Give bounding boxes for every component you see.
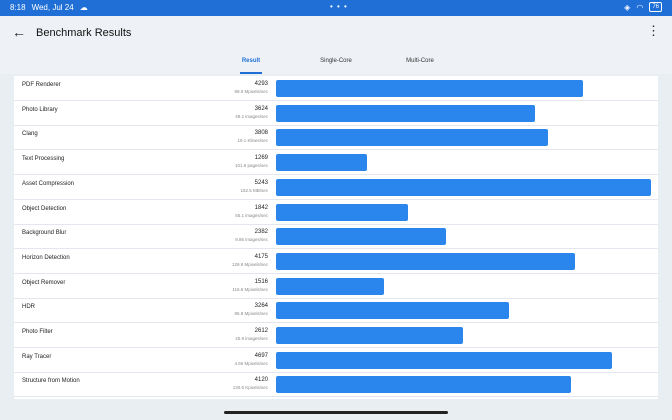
result-rate: 162.5 MB/sec xyxy=(240,187,268,193)
result-rate: 25.9 images/sec xyxy=(235,336,268,341)
result-name: HDR xyxy=(22,304,35,311)
result-row: PDF Renderer 4293 99.0 Mpixels/sec xyxy=(14,76,658,101)
result-bar xyxy=(276,252,575,270)
tab-bar: Result Single-Core Multi-Core xyxy=(0,56,672,74)
tab-single-core[interactable]: Single-Core xyxy=(320,58,352,64)
result-score: 4175 xyxy=(254,253,268,260)
status-date: Wed, Jul 24 xyxy=(31,3,74,12)
result-rate: 9.86 images/sec xyxy=(235,237,268,243)
result-name: Text Processing xyxy=(22,156,65,163)
result-rate: 129.9 Mpixels/sec xyxy=(231,261,268,267)
result-name: Ray Tracer xyxy=(22,353,52,360)
app-bar: ← Benchmark Results ⋮ Result Single-Core… xyxy=(0,16,672,74)
result-rate: 49.2 images/sec xyxy=(235,113,268,119)
result-rate: 55.1 images/sec xyxy=(235,212,268,218)
result-name: Photo Library xyxy=(22,106,58,113)
result-row: Background Blur 2382 9.86 images/sec xyxy=(14,224,658,250)
result-rate: 99.0 Mpixels/sec xyxy=(234,89,268,94)
result-row: Ray Tracer 4697 4.55 Mpixels/sec xyxy=(14,348,658,373)
result-bar xyxy=(276,203,408,221)
result-row: HDR 3264 95.8 Mpixels/sec xyxy=(14,298,658,324)
result-name: Horizon Detection xyxy=(22,254,70,261)
results-list[interactable]: PDF Renderer 4293 99.0 Mpixels/sec Photo Li… xyxy=(14,76,658,399)
result-rate: 19.1 Klines/sec xyxy=(237,138,268,144)
result-name: Asset Compression xyxy=(22,180,75,187)
result-name: Photo Filter xyxy=(22,329,53,335)
result-name: Structure from Motion xyxy=(22,378,80,385)
page-title: Benchmark Results xyxy=(36,27,132,39)
result-row: Structure from Motion 4120 130.5 Kpixels/s… xyxy=(14,372,658,398)
result-name: PDF Renderer xyxy=(22,82,61,88)
result-score: 2382 xyxy=(254,229,268,236)
result-score: 2612 xyxy=(254,328,268,334)
result-row: Clang 3808 19.1 Klines/sec xyxy=(14,125,658,151)
result-bar xyxy=(276,327,463,344)
result-score: 1516 xyxy=(254,278,268,285)
wifi-icon: ◠ xyxy=(636,2,644,12)
result-bar xyxy=(276,302,509,320)
result-score: 4120 xyxy=(254,377,268,384)
result-row: Photo Filter 2612 25.9 images/sec xyxy=(14,323,658,348)
result-bar xyxy=(276,376,571,394)
result-name: Background Blur xyxy=(22,230,67,237)
result-bar xyxy=(276,154,367,172)
result-row: Object Remover 1516 116.6 Mpixels/sec xyxy=(14,274,658,299)
status-time: 8:18 xyxy=(10,3,26,12)
result-row: Text Processing 1269 101.6 pages/sec xyxy=(14,150,658,176)
tab-result[interactable]: Result xyxy=(241,58,261,64)
result-bar xyxy=(276,129,548,147)
result-score: 5243 xyxy=(254,179,268,186)
status-bar: 8:18 Wed, Jul 24 ☁ • • • ◈ ◠ 76 xyxy=(0,0,672,16)
result-rate: 101.6 pages/sec xyxy=(234,163,268,169)
result-score: 3624 xyxy=(254,105,268,112)
battery-icon: 76 xyxy=(649,2,662,12)
result-score: 4697 xyxy=(254,352,268,359)
result-rate: 130.5 Kpixels/sec xyxy=(232,385,268,391)
status-dots: • • • xyxy=(330,2,348,11)
result-score: 1269 xyxy=(254,155,268,162)
back-arrow-icon[interactable]: ← xyxy=(12,24,26,40)
result-rate: 95.8 Mpixels/sec xyxy=(234,311,268,317)
rotation-icon: ◈ xyxy=(624,2,631,12)
result-name: Clang xyxy=(22,131,38,138)
result-row: Horizon Detection 4175 129.9 Mpixels/sec xyxy=(14,249,658,274)
tab-multi-core[interactable]: Multi-Core xyxy=(406,58,434,64)
result-rate: 116.6 Mpixels/sec xyxy=(232,286,268,292)
result-bar xyxy=(276,104,535,122)
result-bar xyxy=(276,277,384,295)
result-row: Photo Library 3624 49.2 images/sec xyxy=(14,101,658,126)
result-score: 3808 xyxy=(254,130,268,137)
result-row: Object Detection 1842 55.1 images/sec xyxy=(14,200,658,225)
result-score: 3264 xyxy=(254,303,268,310)
result-score: 4293 xyxy=(254,81,268,87)
result-bar xyxy=(276,80,583,97)
cloud-icon: ☁ xyxy=(79,3,88,12)
active-tab-indicator xyxy=(240,72,262,74)
result-bar xyxy=(276,351,612,369)
navigation-handle[interactable] xyxy=(224,411,448,414)
result-bar xyxy=(276,228,446,246)
result-score: 1842 xyxy=(254,204,268,211)
result-bar xyxy=(276,178,651,196)
result-rate: 4.55 Mpixels/sec xyxy=(234,360,268,366)
more-options-icon[interactable]: ⋮ xyxy=(647,23,660,38)
result-row: Asset Compression 5243 162.5 MB/sec xyxy=(14,175,658,200)
result-name: Object Detection xyxy=(22,205,67,212)
result-name: Object Remover xyxy=(22,279,66,286)
